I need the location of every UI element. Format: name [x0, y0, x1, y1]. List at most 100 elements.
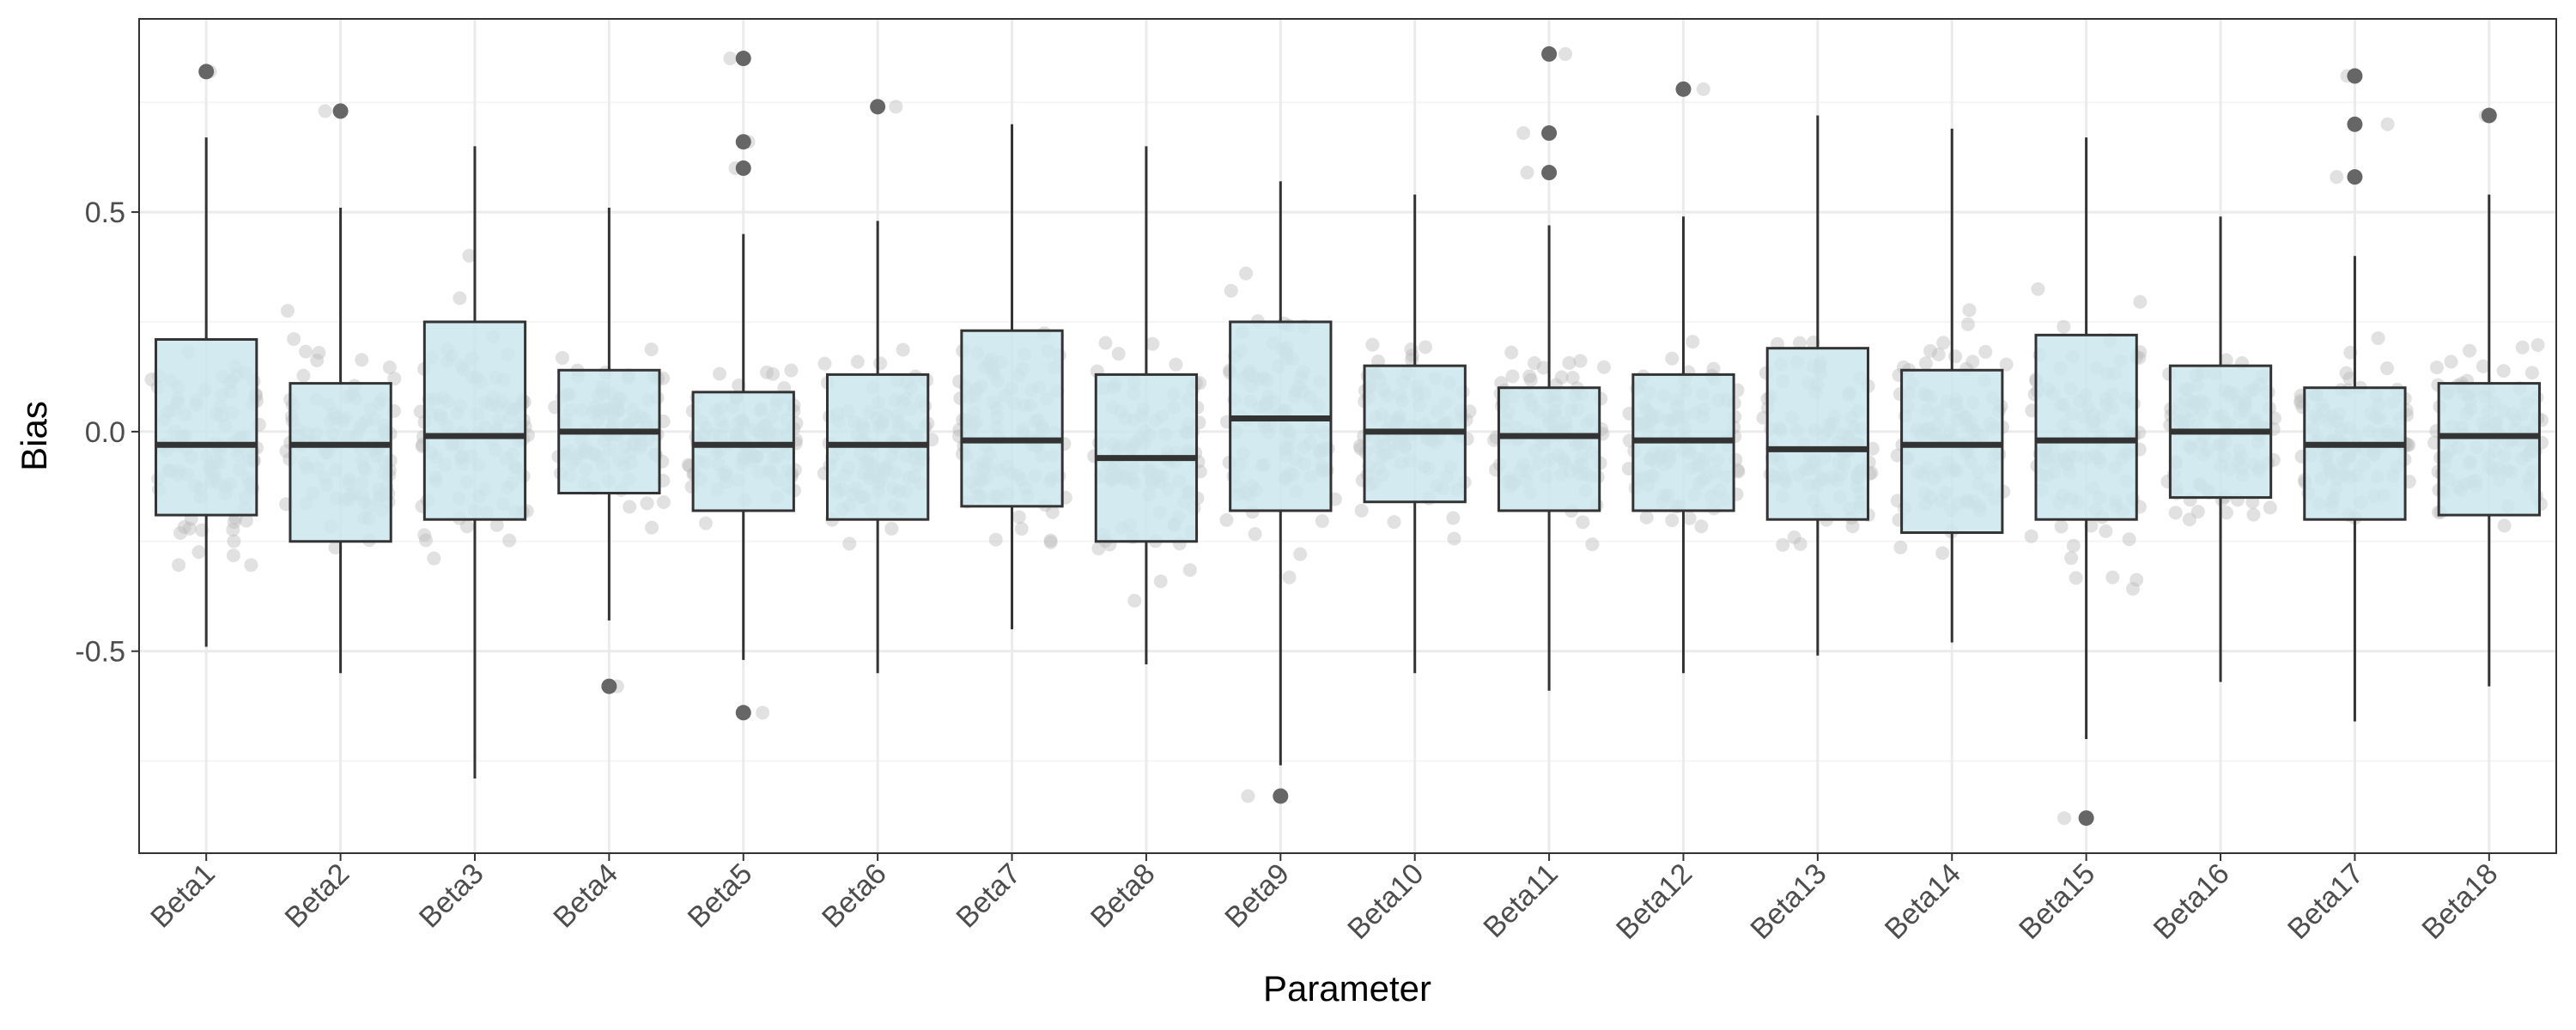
boxes-layer: [155, 45, 2541, 827]
jitter-point: [2126, 581, 2141, 596]
jitter-point: [1169, 357, 1183, 372]
jitter-point: [2057, 319, 2071, 334]
jitter-point: [1045, 505, 1060, 519]
jitter-point: [723, 52, 738, 66]
jitter-point: [1596, 360, 1611, 374]
jitter-point: [889, 100, 903, 114]
jitter-point: [1527, 355, 1541, 370]
box-beta15: [2034, 137, 2138, 827]
jitter-point: [2069, 571, 2083, 585]
jitter-point: [1536, 360, 1551, 375]
jitter-point: [1931, 348, 1946, 362]
jitter-point: [2219, 353, 2233, 367]
jitter-point: [2057, 811, 2072, 826]
jitter-point: [182, 521, 197, 536]
box-beta11: [1497, 45, 1601, 691]
x-tick-label: Beta7: [950, 857, 1027, 935]
jitter-point: [1516, 126, 1531, 141]
jitter-point: [1293, 547, 1308, 561]
jitter-point: [1565, 370, 1580, 385]
jitter-point: [1387, 515, 1401, 530]
outlier-point: [1273, 788, 1289, 804]
jitter-point: [817, 356, 832, 371]
jitter-point: [2246, 507, 2261, 522]
jitter-point: [1419, 340, 1433, 354]
jitter-point: [296, 368, 311, 383]
x-tick-label: Beta14: [1879, 857, 1967, 946]
jitter-point: [712, 367, 726, 381]
x-tick-label: Beta15: [2013, 857, 2101, 946]
jitter-point: [1365, 337, 1380, 352]
jitter-point: [1091, 541, 1106, 555]
jitter-point: [177, 520, 191, 535]
jitter-point: [1965, 354, 1980, 369]
box-beta9: [1229, 181, 1333, 804]
jitter-point: [2463, 343, 2477, 358]
box-beta1: [155, 64, 258, 647]
jitter-point: [1893, 540, 1908, 554]
jitter-point: [1043, 535, 1058, 549]
jitter-point: [1792, 336, 1807, 350]
jitter-point: [2339, 366, 2354, 380]
jitter-point: [2105, 570, 2120, 585]
jitter-point: [2168, 506, 2183, 520]
jitter-point: [1562, 355, 1577, 370]
outlier-point: [2078, 810, 2094, 827]
box-beta10: [1363, 194, 1467, 674]
jitter-point: [2064, 551, 2079, 566]
jitter-point: [1787, 530, 1801, 545]
jitter-point: [760, 365, 775, 379]
jitter-point: [623, 500, 637, 514]
jitter-point: [387, 372, 402, 386]
jitter-point: [239, 513, 253, 528]
jitter-point: [287, 331, 301, 346]
outlier-point: [2347, 169, 2363, 185]
jitter-point: [2380, 117, 2395, 131]
outlier-point: [735, 51, 751, 67]
jitter-point: [1558, 46, 1573, 61]
jitter-point: [1224, 283, 1238, 298]
jitter-point: [2084, 518, 2099, 533]
box-beta5: [691, 51, 795, 721]
jitter-point: [873, 356, 888, 371]
jitter-point: [645, 520, 659, 535]
jitter-point: [555, 350, 569, 365]
jitter-point: [1111, 347, 1126, 361]
jitter-point: [842, 536, 857, 551]
jitter-point: [1948, 349, 1963, 364]
outlier-point: [1541, 45, 1558, 62]
jitter-point: [1239, 266, 1254, 281]
x-tick-label: Beta8: [1084, 857, 1162, 935]
box-iqr: [2034, 333, 2138, 521]
jitter-point: [1962, 303, 1977, 318]
jitter-point: [1923, 343, 1937, 358]
box-beta3: [422, 146, 527, 779]
jitter-point: [1494, 376, 1509, 391]
jitter-point: [191, 545, 206, 560]
x-tick-label: Beta4: [547, 857, 624, 935]
jitter-point: [2263, 500, 2277, 515]
box-iqr: [2303, 386, 2407, 521]
x-tick-label: Beta18: [2415, 857, 2504, 946]
x-tick-label: Beta9: [1218, 857, 1296, 935]
outlier-point: [1541, 165, 1558, 181]
jitter-point: [1043, 533, 1058, 548]
y-tick-label: 0.5: [85, 197, 125, 229]
jitter-point: [784, 363, 799, 378]
jitter-point: [2371, 330, 2385, 345]
outlier-point: [601, 678, 617, 694]
box-beta6: [825, 99, 930, 674]
outlier-point: [1675, 81, 1692, 97]
box-beta13: [1765, 115, 1870, 656]
y-tick-label: 0.0: [85, 416, 125, 449]
outlier-point: [735, 705, 751, 721]
jitter-point: [1127, 593, 1142, 608]
jitter-point: [884, 521, 899, 536]
jitter-point: [1793, 536, 1807, 551]
x-tick-label: Beta17: [2281, 857, 2370, 946]
box-iqr: [1497, 386, 1601, 512]
jitter-point: [1686, 335, 1700, 349]
jitter-point: [1573, 354, 1588, 368]
box-iqr: [960, 329, 1064, 508]
